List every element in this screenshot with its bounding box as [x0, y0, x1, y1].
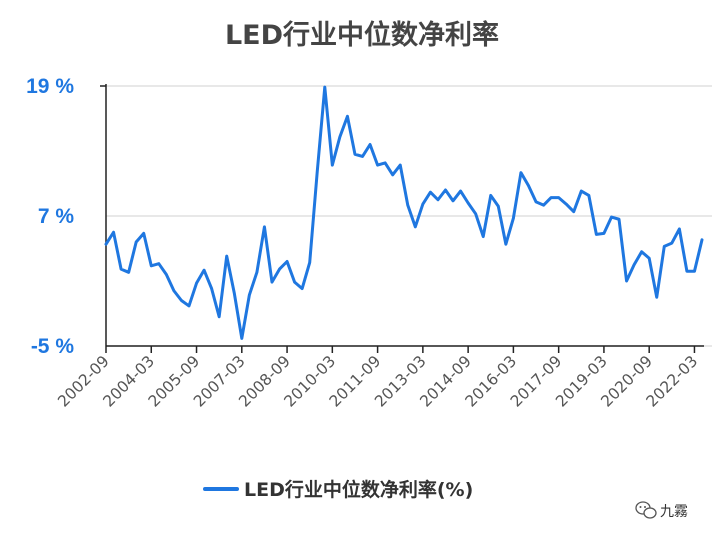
data-point [617, 218, 621, 221]
data-point [693, 270, 696, 273]
data-point [625, 279, 628, 283]
data-point [180, 299, 183, 302]
data-point [451, 199, 455, 203]
data-point [278, 267, 281, 271]
watermark: 九霧 [635, 501, 688, 520]
data-point [497, 205, 500, 208]
data-point [466, 201, 470, 205]
data-point [134, 240, 138, 244]
data-point [376, 163, 379, 167]
data-point [104, 242, 108, 246]
grid-lines [106, 85, 712, 347]
data-point [217, 315, 221, 318]
axes [100, 84, 704, 353]
data-point [150, 264, 153, 268]
data-point [263, 225, 266, 229]
legend[interactable]: LED行业中位数净利率(%) [203, 478, 473, 501]
data-point [587, 194, 591, 197]
y-tick-label: 7 % [38, 205, 75, 228]
data-point [602, 232, 606, 235]
data-point [285, 260, 289, 263]
data-point [119, 267, 123, 271]
data-point [202, 268, 206, 272]
data-point [580, 189, 583, 193]
data-point [429, 190, 432, 194]
data-point [700, 238, 704, 242]
data-point [331, 163, 334, 167]
data-point [338, 135, 342, 139]
data-point [399, 163, 402, 167]
data-point [640, 250, 643, 253]
data-point [534, 200, 538, 204]
data-point [240, 337, 243, 340]
data-point [678, 227, 681, 231]
data-point [489, 194, 492, 197]
data-point [474, 212, 477, 216]
y-tick-label: 19 % [26, 75, 74, 98]
data-point [172, 289, 176, 292]
data-point [248, 293, 251, 297]
data-point [323, 85, 326, 89]
data-point [482, 235, 485, 238]
data-point [647, 257, 651, 260]
data-point [572, 210, 575, 213]
data-point [361, 155, 364, 158]
data-point [655, 296, 658, 299]
legend-label: LED行业中位数净利率(%) [244, 478, 473, 501]
data-point [406, 203, 409, 207]
data-point [353, 153, 357, 156]
data-point [346, 115, 349, 118]
chart-title: LED行业中位数净利率 [225, 19, 499, 51]
data-point [225, 254, 228, 258]
data-point [270, 280, 274, 284]
data-point [165, 273, 168, 276]
data-point [308, 261, 311, 264]
data-point [557, 196, 560, 199]
data-point [112, 231, 115, 234]
data-point [549, 196, 553, 199]
watermark-text: 九霧 [660, 504, 688, 520]
x-tick-labels: 2002-092004-032005-092007-032008-092010-… [54, 352, 701, 411]
data-point [610, 215, 613, 219]
data-point [187, 304, 191, 308]
data-point [519, 171, 523, 174]
data-point [195, 281, 198, 285]
y-tick-label: -5 % [31, 335, 75, 358]
data-point [459, 189, 462, 193]
series-line [104, 85, 704, 340]
data-point [255, 271, 259, 274]
data-point [512, 216, 515, 220]
wechat-icon [635, 501, 657, 519]
data-point [632, 263, 636, 266]
data-point [127, 271, 130, 274]
data-point [383, 161, 387, 165]
data-point [300, 287, 304, 290]
data-point [157, 262, 161, 265]
data-point [595, 233, 598, 236]
series-layer [104, 85, 704, 340]
data-point [391, 173, 394, 177]
data-point [421, 202, 425, 206]
y-tick-labels: 19 % 7 % -5 % [26, 75, 74, 358]
data-point [293, 280, 296, 284]
data-point [504, 242, 508, 246]
data-point [542, 203, 545, 207]
data-point [565, 202, 568, 206]
data-point [414, 225, 417, 229]
data-point [436, 198, 440, 201]
data-point [368, 143, 372, 146]
data-point [663, 245, 666, 248]
data-point [316, 170, 319, 173]
data-point [233, 291, 236, 295]
data-point [142, 232, 145, 235]
data-point [685, 270, 689, 273]
data-point [210, 287, 213, 290]
data-point [527, 184, 530, 187]
data-point [670, 241, 674, 245]
data-point [444, 188, 447, 192]
